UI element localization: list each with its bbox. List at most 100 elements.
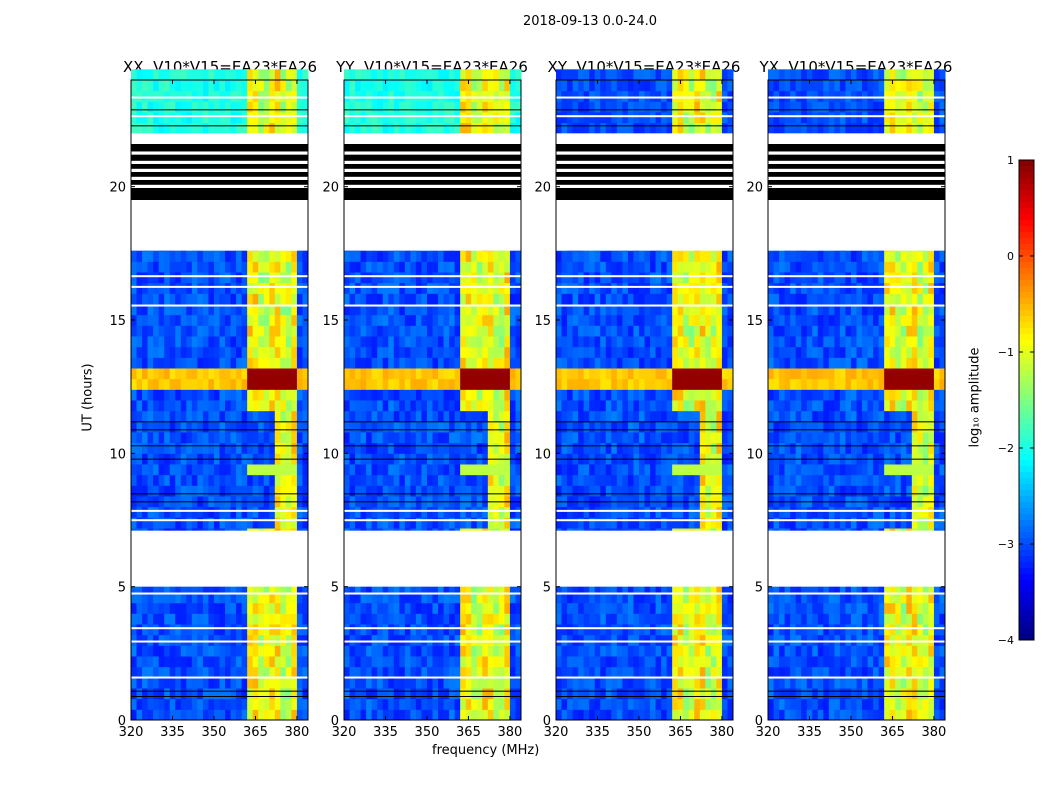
heatmap-cell bbox=[498, 474, 505, 486]
heatmap-cell bbox=[694, 400, 701, 412]
heatmap-cell bbox=[460, 421, 467, 433]
heatmap-cell bbox=[180, 282, 187, 294]
heatmap-cell bbox=[589, 634, 596, 646]
heatmap-cell bbox=[213, 325, 220, 337]
heatmap-cell bbox=[487, 698, 494, 710]
heatmap-cell bbox=[344, 592, 351, 604]
flagged-line bbox=[131, 640, 308, 643]
heatmap-cell bbox=[247, 272, 254, 284]
heatmap-cell bbox=[274, 677, 281, 689]
heatmap-cell bbox=[296, 410, 303, 422]
heatmap-cell bbox=[515, 250, 522, 262]
heatmap-cell bbox=[158, 474, 165, 486]
heatmap-cell bbox=[263, 698, 270, 710]
heatmap-cell bbox=[213, 304, 220, 316]
heatmap-cell bbox=[622, 602, 629, 614]
heatmap-cell bbox=[471, 122, 478, 134]
heatmap-cell bbox=[291, 432, 298, 444]
heatmap-cell bbox=[509, 709, 516, 721]
heatmap-cell bbox=[415, 613, 422, 625]
heatmap-cell bbox=[421, 517, 428, 529]
heatmap-cell bbox=[611, 464, 618, 476]
heatmap-cell bbox=[438, 261, 445, 273]
heatmap-cell bbox=[153, 613, 160, 625]
heatmap-cell bbox=[622, 634, 629, 646]
heatmap-cell bbox=[493, 666, 500, 678]
heatmap-cell bbox=[263, 282, 270, 294]
heatmap-cell bbox=[366, 389, 373, 401]
heatmap-cell bbox=[230, 336, 237, 348]
heatmap-cell bbox=[371, 656, 378, 668]
heatmap-cell bbox=[509, 432, 516, 444]
heatmap-cell bbox=[291, 698, 298, 710]
heatmap-cell bbox=[158, 464, 165, 476]
heatmap-cell bbox=[716, 421, 723, 433]
heatmap-cell bbox=[493, 261, 500, 273]
heatmap-cell bbox=[426, 400, 433, 412]
x-tick-label: 350 bbox=[202, 725, 227, 740]
heatmap-cell bbox=[241, 293, 248, 305]
heatmap-cell bbox=[399, 69, 406, 81]
heatmap-cell bbox=[661, 613, 668, 625]
heatmap-cell bbox=[169, 410, 176, 422]
heatmap-cell bbox=[153, 282, 160, 294]
heatmap-cell bbox=[650, 602, 657, 614]
heatmap-cell bbox=[438, 624, 445, 636]
heatmap-cell bbox=[213, 90, 220, 102]
heatmap-cell bbox=[705, 485, 712, 497]
heatmap-cell bbox=[142, 389, 149, 401]
heatmap-cell bbox=[175, 666, 182, 678]
heatmap-cell bbox=[169, 400, 176, 412]
heatmap-cell bbox=[605, 602, 612, 614]
heatmap-cell bbox=[225, 112, 232, 124]
heatmap-cell bbox=[705, 613, 712, 625]
heatmap-cell bbox=[476, 666, 483, 678]
heatmap-cell bbox=[426, 613, 433, 625]
heatmap-cell bbox=[360, 293, 367, 305]
heatmap-cell bbox=[269, 677, 276, 689]
heatmap-cell bbox=[683, 656, 690, 668]
heatmap-cell bbox=[605, 645, 612, 657]
heatmap-cell bbox=[432, 272, 439, 284]
heatmap-cell bbox=[236, 485, 243, 497]
heatmap-cell bbox=[650, 624, 657, 636]
heatmap-cell bbox=[164, 624, 171, 636]
heatmap-cell bbox=[449, 613, 456, 625]
heatmap-cell bbox=[688, 677, 695, 689]
heatmap-cell bbox=[382, 709, 389, 721]
heatmap-cell bbox=[360, 314, 367, 326]
heatmap-cell bbox=[191, 688, 198, 700]
heatmap-cell bbox=[142, 304, 149, 316]
heatmap-cell bbox=[677, 656, 684, 668]
heatmap-cell bbox=[493, 709, 500, 721]
heatmap-cell bbox=[164, 645, 171, 657]
heatmap-cell bbox=[415, 474, 422, 486]
heatmap-cell bbox=[153, 336, 160, 348]
heatmap-cell bbox=[583, 442, 590, 454]
heatmap-cell bbox=[421, 581, 428, 593]
heatmap-cell bbox=[296, 474, 303, 486]
heatmap-cell bbox=[666, 410, 673, 422]
heatmap-cell bbox=[498, 357, 505, 369]
heatmap-cell bbox=[142, 346, 149, 358]
heatmap-cell bbox=[291, 506, 298, 518]
heatmap-cell bbox=[263, 304, 270, 316]
heatmap-cell bbox=[454, 634, 461, 646]
heatmap-cell bbox=[153, 368, 160, 380]
heatmap-cell bbox=[594, 688, 601, 700]
heatmap-cell bbox=[666, 442, 673, 454]
heatmap-cell bbox=[476, 400, 483, 412]
heatmap-cell bbox=[247, 314, 254, 326]
heatmap-cell bbox=[197, 709, 204, 721]
heatmap-cell bbox=[186, 421, 193, 433]
heatmap-cell bbox=[241, 581, 248, 593]
heatmap-cell bbox=[296, 261, 303, 273]
heatmap-cell bbox=[622, 464, 629, 476]
heatmap-cell bbox=[443, 666, 450, 678]
heatmap-cell bbox=[421, 272, 428, 284]
heatmap-cell bbox=[147, 304, 154, 316]
heatmap-cell bbox=[672, 410, 679, 422]
heatmap-cell bbox=[721, 645, 728, 657]
heatmap-cell bbox=[136, 314, 143, 326]
heatmap-cell bbox=[213, 421, 220, 433]
